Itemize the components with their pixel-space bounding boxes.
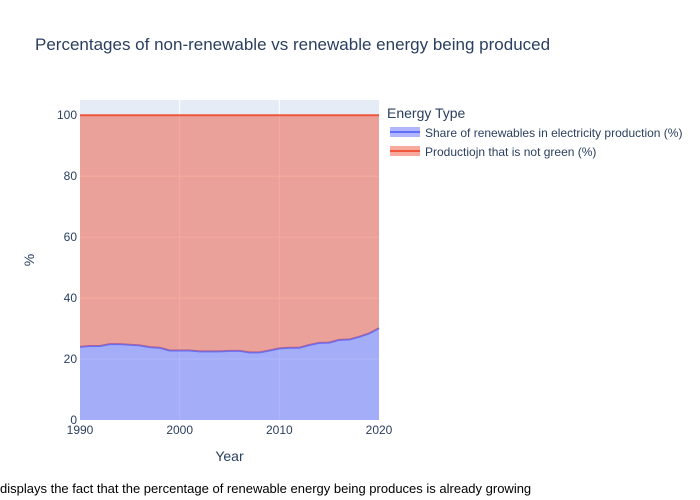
data-point-not-green-1999 (168, 113, 172, 117)
area-fill-not-green (80, 115, 379, 353)
legend-label-not-green: Productiojn that is not green (%) (425, 145, 596, 159)
data-point-not-green-2004 (218, 113, 222, 117)
x-tick-label-2020: 2020 (366, 423, 393, 437)
data-point-not-green-1990 (78, 113, 82, 117)
chart-caption: displays the fact that the percentage of… (0, 481, 531, 496)
legend-title: Energy Type (387, 105, 466, 121)
data-point-not-green-2005 (228, 113, 232, 117)
legend-item-renewables[interactable]: Share of renewables in electricity produ… (390, 126, 682, 140)
data-point-not-green-2008 (257, 113, 261, 117)
data-point-not-green-1992 (98, 113, 102, 117)
data-point-not-green-2015 (327, 113, 331, 117)
data-point-not-green-2017 (347, 113, 351, 117)
data-point-not-green-2012 (297, 113, 301, 117)
data-point-not-green-1993 (108, 113, 112, 117)
data-point-not-green-1994 (118, 113, 122, 117)
area-fill-renewables (80, 328, 379, 420)
data-point-not-green-2019 (367, 113, 371, 117)
data-point-not-green-2002 (198, 113, 202, 117)
x-tick-label-1990: 1990 (67, 423, 94, 437)
data-point-not-green-2010 (277, 113, 281, 117)
data-point-not-green-2018 (357, 113, 361, 117)
y-axis-title: % (21, 254, 37, 266)
data-point-not-green-2014 (317, 113, 321, 117)
data-point-not-green-1995 (128, 113, 132, 117)
data-point-not-green-1996 (138, 113, 142, 117)
data-point-not-green-2016 (337, 113, 341, 117)
data-point-not-green-2013 (307, 113, 311, 117)
data-point-not-green-1998 (158, 113, 162, 117)
data-point-not-green-2009 (267, 113, 271, 117)
chart-title: Percentages of non-renewable vs renewabl… (35, 35, 550, 54)
y-tick-label-20: 20 (64, 352, 78, 366)
legend-label-renewables: Share of renewables in electricity produ… (425, 126, 682, 140)
axis-ticks: 0 20 40 60 80 100 1990 2000 2010 2020 (57, 108, 393, 437)
x-tick-label-2010: 2010 (266, 423, 293, 437)
data-point-not-green-1991 (88, 113, 92, 117)
legend: Energy Type Share of renewables in elect… (387, 105, 682, 159)
legend-item-not-green[interactable]: Productiojn that is not green (%) (390, 145, 596, 159)
y-tick-label-40: 40 (64, 291, 78, 305)
data-point-not-green-1997 (148, 113, 152, 117)
data-point-not-green-2011 (287, 113, 291, 117)
data-point-not-green-2007 (247, 113, 251, 117)
area-series (78, 113, 381, 420)
x-tick-label-2000: 2000 (166, 423, 193, 437)
data-point-not-green-2003 (208, 113, 212, 117)
y-tick-label-60: 60 (64, 230, 78, 244)
x-axis-title: Year (215, 448, 244, 464)
y-tick-label-100: 100 (57, 108, 77, 122)
data-point-not-green-2020 (377, 113, 381, 117)
y-tick-label-0: 0 (70, 413, 77, 427)
data-point-not-green-2001 (188, 113, 192, 117)
y-tick-label-80: 80 (64, 169, 78, 183)
data-point-not-green-2006 (237, 113, 241, 117)
data-point-not-green-2000 (178, 113, 182, 117)
